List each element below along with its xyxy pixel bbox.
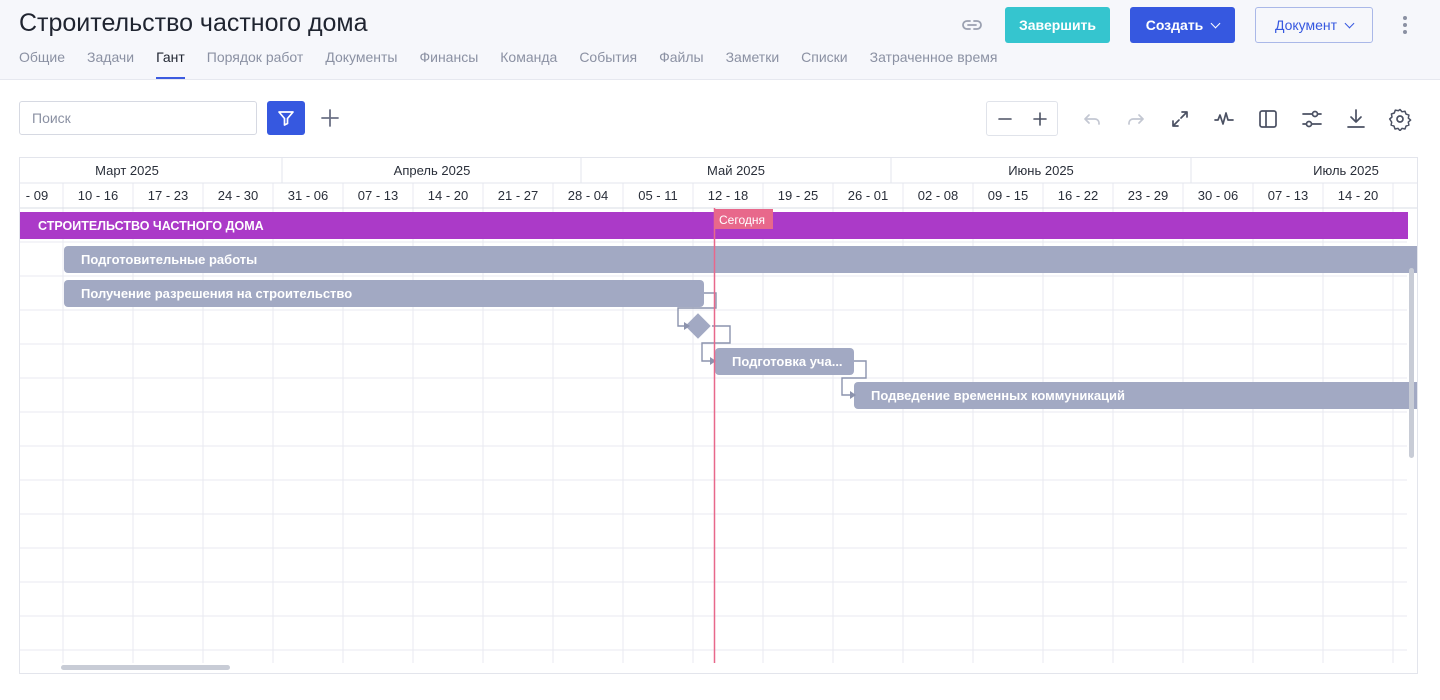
dependency-arrowhead [850, 391, 856, 399]
create-button-label: Создать [1145, 17, 1204, 33]
vertical-scrollbar[interactable] [1409, 268, 1414, 458]
week-label: - 09 [26, 188, 48, 203]
task-bar[interactable] [715, 348, 854, 375]
finish-button-label: Завершить [1018, 17, 1097, 33]
month-label: Март 2025 [95, 163, 159, 178]
link-icon[interactable] [960, 14, 984, 36]
horizontal-scrollbar[interactable] [61, 665, 230, 670]
finish-button[interactable]: Завершить [1005, 7, 1110, 43]
week-label: 30 - 06 [1198, 188, 1238, 203]
minus-icon [997, 117, 1012, 120]
dependency-link [701, 325, 731, 362]
dependency-arrowhead [710, 357, 716, 365]
tab-5[interactable]: Документы [325, 49, 398, 65]
task-bar-label: Подведение временных коммуникаций [871, 388, 1125, 403]
week-label: 07 - 13 [358, 188, 398, 203]
task-bar-label: Подготовительные работы [81, 252, 257, 267]
tab-3[interactable]: Гант [156, 49, 185, 79]
tab-8[interactable]: События [579, 49, 638, 65]
week-label: 16 - 22 [1058, 188, 1098, 203]
filter-icon [278, 111, 294, 126]
week-label: 23 - 29 [1128, 188, 1168, 203]
month-label: Июнь 2025 [1008, 163, 1074, 178]
panel-icon[interactable] [1256, 107, 1280, 131]
month-label: Июль 2025 [1313, 163, 1379, 178]
week-label: 10 - 16 [78, 188, 118, 203]
download-icon[interactable] [1344, 107, 1368, 131]
week-label: 26 - 01 [848, 188, 888, 203]
critical-path-icon[interactable] [1212, 107, 1236, 131]
week-label: 17 - 23 [148, 188, 188, 203]
week-label: 05 - 11 [638, 188, 678, 203]
tab-6[interactable]: Финансы [419, 49, 479, 65]
week-label: 14 - 20 [1338, 188, 1378, 203]
task-bar[interactable] [854, 382, 1418, 409]
task-bar-label: Подготовка уча... [732, 354, 843, 369]
page-title: Строительство частного дома [19, 9, 368, 37]
document-button[interactable]: Документ [1255, 7, 1373, 43]
week-label: 24 - 30 [218, 188, 258, 203]
filter-button[interactable] [267, 101, 305, 135]
week-label: 28 - 04 [568, 188, 608, 203]
milestone-diamond[interactable] [685, 313, 711, 339]
tab-7[interactable]: Команда [500, 49, 558, 65]
tab-bar: Общие Задачи Гант Порядок работ Документы Фин… [19, 49, 1019, 79]
chevron-down-icon [1344, 18, 1355, 28]
search-input[interactable] [19, 101, 257, 135]
plus-icon [1032, 111, 1047, 126]
task-bar[interactable] [64, 246, 1418, 273]
week-label: 02 - 08 [918, 188, 958, 203]
week-label: 12 - 18 [708, 188, 748, 203]
tab-10[interactable]: Заметки [725, 49, 780, 65]
plus-icon[interactable] [318, 106, 342, 130]
dependency-arrowhead [684, 322, 690, 330]
week-label: 19 - 25 [778, 188, 818, 203]
today-label: Сегодня [719, 213, 765, 227]
month-label: Апрель 2025 [394, 163, 471, 178]
task-bar[interactable] [64, 280, 704, 307]
more-vertical-icon[interactable] [1395, 14, 1415, 36]
week-label: 21 - 27 [498, 188, 538, 203]
project-bar-label: СТРОИТЕЛЬСТВО ЧАСТНОГО ДОМА [38, 219, 264, 233]
week-label: 14 - 20 [428, 188, 468, 203]
dependency-link [841, 360, 867, 396]
month-label: Май 2025 [707, 163, 765, 178]
chevron-down-icon [1210, 18, 1221, 28]
week-label: 07 - 13 [1268, 188, 1308, 203]
tab-4[interactable]: Порядок работ [206, 49, 304, 65]
week-label: 09 - 15 [988, 188, 1028, 203]
tab-9[interactable]: Файлы [659, 49, 704, 65]
redo-icon[interactable] [1124, 107, 1148, 131]
gantt-chart: Март 2025 Апрель 2025 Май 2025 Июнь 2025 Июл… [19, 157, 1418, 674]
settings-icon[interactable] [1388, 107, 1412, 131]
undo-icon[interactable] [1080, 107, 1104, 131]
today-marker [714, 209, 773, 229]
document-button-label: Документ [1274, 17, 1338, 33]
tab-12[interactable]: Затраченное время [869, 49, 998, 65]
zoom-controls [986, 101, 1058, 136]
gantt-canvas: Март 2025 Апрель 2025 Май 2025 Июнь 2025 Июл… [20, 158, 1418, 670]
zoom-out-button[interactable] [987, 102, 1022, 135]
tab-11[interactable]: Списки [801, 49, 848, 65]
tab-1[interactable]: Общие [19, 49, 66, 65]
sliders-icon[interactable] [1300, 107, 1324, 131]
project-header: Строительство частного дома Завершить Со… [0, 0, 1440, 80]
zoom-in-button[interactable] [1022, 102, 1057, 135]
week-label: 31 - 06 [288, 188, 328, 203]
create-button[interactable]: Создать [1130, 7, 1235, 43]
task-bar-label: Получение разрешения на строительство [81, 286, 352, 301]
expand-icon[interactable] [1168, 107, 1192, 131]
tab-2[interactable]: Задачи [87, 49, 135, 65]
